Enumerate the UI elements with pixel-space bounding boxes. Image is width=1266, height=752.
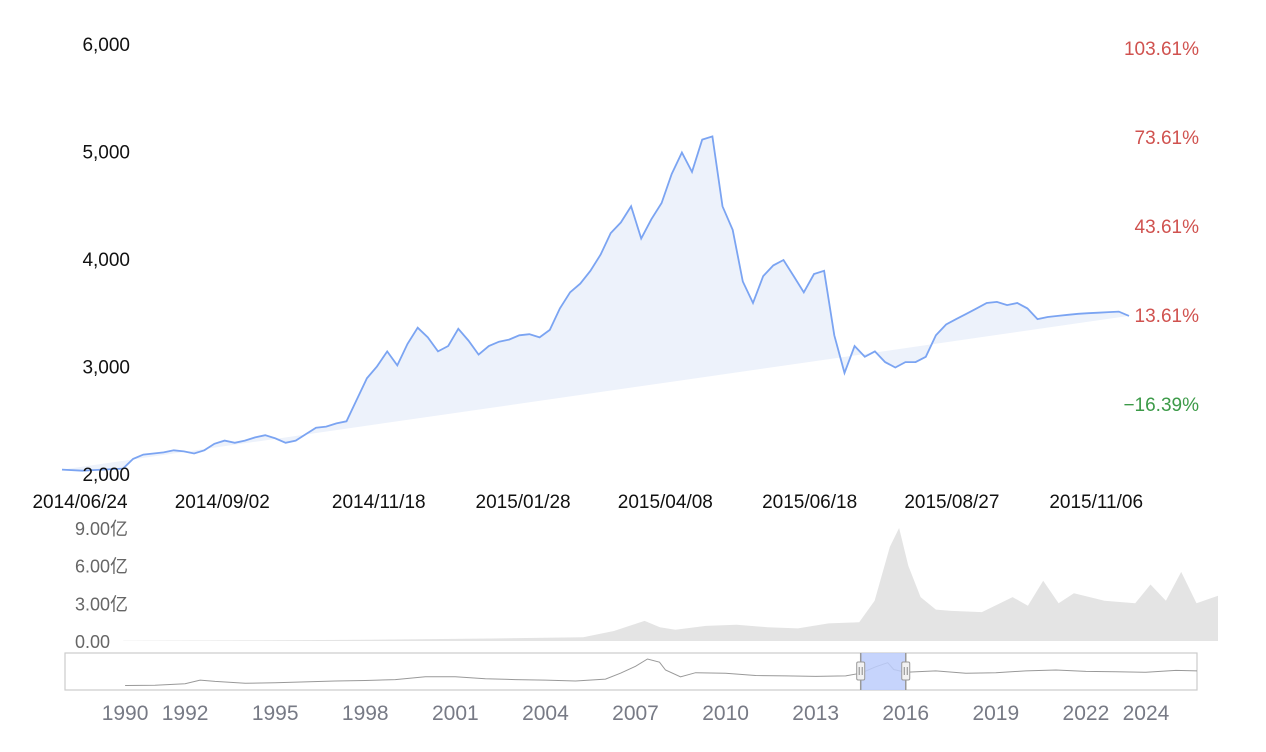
price-x-axis: 2014/06/24 2014/09/02 2014/11/18 2015/01/28… <box>32 492 1143 513</box>
navigator-x-tick-label: 2013 <box>792 702 839 725</box>
price-percent-label: 13.61% <box>1135 306 1200 327</box>
price-x-tick-label: 2015/06/18 <box>762 492 857 513</box>
price-y-tick-label: 6,000 <box>82 35 130 56</box>
volume-y-tick-label: 6.00亿 <box>75 557 128 577</box>
price-y-tick-label: 2,000 <box>82 465 130 486</box>
navigator-x-tick-label: 2022 <box>1063 702 1110 725</box>
volume-chart: 9.00亿 6.00亿 3.00亿 0.00 <box>75 519 1218 652</box>
price-x-tick-label: 2015/04/08 <box>618 492 713 513</box>
navigator-handle-right[interactable] <box>901 653 911 690</box>
price-y-tick-label: 5,000 <box>82 143 130 164</box>
price-x-tick-label: 2015/08/27 <box>904 492 999 513</box>
volume-y-axis: 9.00亿 6.00亿 3.00亿 0.00 <box>75 519 128 652</box>
navigator-handle-left[interactable] <box>856 653 866 690</box>
price-x-tick-label: 2014/09/02 <box>175 492 270 513</box>
navigator-x-tick-label: 1995 <box>252 702 299 725</box>
price-percent-label: 73.61% <box>1135 128 1200 149</box>
navigator-x-tick-label: 2010 <box>702 702 749 725</box>
price-percent-label: 43.61% <box>1135 217 1200 238</box>
price-y-tick-label: 3,000 <box>82 358 130 379</box>
navigator-x-axis: 1990 1992 1995 1998 2001 2004 2007 2010 2013 2016… <box>102 702 1170 725</box>
price-x-tick-label: 2015/01/28 <box>476 492 571 513</box>
navigator-selection[interactable] <box>860 653 906 690</box>
navigator-x-tick-label: 2007 <box>612 702 659 725</box>
price-x-tick-label: 2014/06/24 <box>32 492 128 513</box>
price-percent-label: −16.39% <box>1123 395 1199 416</box>
price-y-axis: 6,000 5,000 4,000 3,000 2,000 <box>82 35 130 486</box>
navigator-frame <box>64 652 1198 691</box>
price-percent-label: 103.61% <box>1124 39 1199 60</box>
price-x-tick-label: 2015/11/06 <box>1049 492 1143 513</box>
price-chart: 6,000 5,000 4,000 3,000 2,000 103.61% 73.61% 4… <box>32 35 1199 513</box>
navigator-x-tick-label: 2019 <box>972 702 1019 725</box>
price-area <box>62 136 1129 471</box>
price-line <box>61 135 1130 472</box>
volume-y-tick-label: 9.00亿 <box>75 519 128 539</box>
navigator-x-tick-label: 1990 <box>102 702 149 725</box>
price-percent-axis: 103.61% 73.61% 43.61% 13.61% −16.39% <box>1123 39 1199 416</box>
navigator-x-tick-label: 2001 <box>432 702 479 725</box>
navigator-x-tick-label: 1992 <box>162 702 209 725</box>
volume-y-tick-label: 3.00亿 <box>75 594 128 614</box>
price-x-tick-label: 2014/11/18 <box>332 492 426 513</box>
navigator-x-tick-label: 2004 <box>522 702 569 725</box>
navigator-x-tick-label: 1998 <box>342 702 389 725</box>
navigator-x-tick-label: 2016 <box>882 702 929 725</box>
navigator-x-tick-label: 2024 <box>1123 702 1170 725</box>
volume-y-tick-label: 0.00 <box>75 632 110 652</box>
navigator-line <box>125 658 1198 686</box>
price-y-tick-label: 4,000 <box>82 250 130 271</box>
range-navigator[interactable]: 1990 1992 1995 1998 2001 2004 2007 2010 2013 2016… <box>64 652 1198 725</box>
volume-area <box>123 528 1218 641</box>
